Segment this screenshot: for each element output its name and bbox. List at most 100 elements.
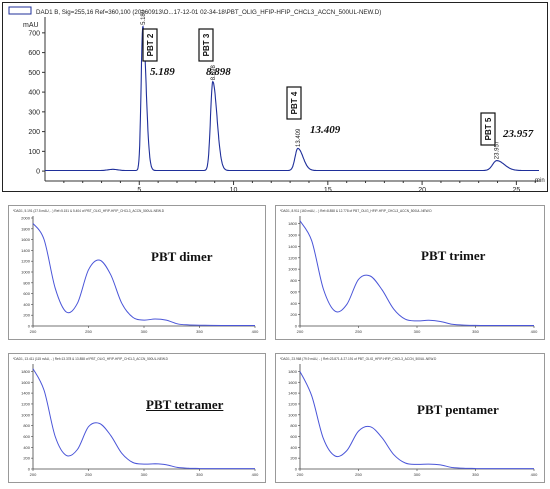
y-tick-label: 1200 (21, 401, 31, 406)
spectrum-panel-trimer: *DAD1, 8.911 (160 mAU, - ) Ref=8.858 & 1… (275, 205, 545, 340)
y-tick-label: 1400 (21, 248, 31, 253)
y-tick-label: 1800 (288, 369, 298, 374)
x-tick-label: 250 (355, 472, 362, 477)
y-tick-label: 1000 (288, 412, 298, 417)
x-tick-label: 400 (252, 329, 259, 334)
peak-apex-label: 13.409 (296, 128, 302, 147)
spectrum-title-dimer: PBT dimer (151, 249, 213, 264)
y-tick-label: 0 (36, 169, 40, 176)
y-tick-label: 1600 (21, 380, 31, 385)
x-tick-label: 250 (355, 329, 362, 334)
chromatogram-trace (45, 25, 539, 172)
x-tick-label: 300 (141, 329, 148, 334)
y-tick-label: 1200 (21, 259, 31, 264)
spectrum-header: *DAD1, 5.191 (27.5 mAU, - ) Ref=5.151 & … (13, 209, 165, 213)
y-tick-label: 200 (23, 456, 30, 461)
y-tick-label: 1200 (288, 255, 298, 260)
y-tick-label: 0 (28, 467, 31, 472)
y-tick-label: 800 (290, 423, 297, 428)
y-tick-label: 0 (28, 324, 31, 329)
y-tick-label: 600 (28, 50, 40, 57)
x-tick-label: 300 (414, 472, 421, 477)
y-tick-label: 2000 (21, 216, 31, 221)
chromatogram-plot: DAD1 B, Sig=255,16 Ref=360,100 (20160913… (8, 6, 545, 193)
y-tick-label: 1600 (288, 233, 298, 238)
y-tick-label: 1000 (21, 412, 31, 417)
x-tick-label: 20 (418, 187, 426, 193)
peak-label-box (480, 112, 496, 146)
spectrum-title-trimer: PBT trimer (421, 248, 486, 263)
x-tick-label: 15 (324, 187, 332, 193)
spectrum-curve (299, 220, 534, 327)
y-tick-label: 700 (28, 30, 40, 37)
spectrum-plot-dimer: *DAD1, 5.191 (27.5 mAU, - ) Ref=5.151 & … (13, 209, 259, 334)
spectrum-title-tetramer: PBT tetramer (146, 397, 224, 412)
y-tick-label: 1800 (288, 221, 298, 226)
y-tick-label: 1000 (21, 270, 31, 275)
spectrum-plot-pentamer: *DAD1, 23.968 (79.9 mAU, - ) Ref=23.871 … (280, 357, 538, 477)
peak-name-label: PBT 4 (290, 91, 299, 114)
legend-text: DAD1 B, Sig=255,16 Ref=360,100 (20160913… (36, 9, 381, 16)
y-tick-label: 200 (23, 313, 30, 318)
y-tick-label: 1000 (288, 267, 298, 272)
y-axis-label: mAU (23, 22, 39, 29)
x-tick-label: 400 (531, 329, 538, 334)
spectrum-plot-trimer: *DAD1, 8.911 (160 mAU, - ) Ref=8.858 & 1… (280, 209, 538, 334)
spectrum-panel-tetramer: *DAD1, 13.411 (115 mAU, - ) Ref=13.378 &… (8, 353, 266, 483)
spectrum-panel-dimer: *DAD1, 5.191 (27.5 mAU, - ) Ref=5.151 & … (8, 205, 266, 340)
peak-name-label: PBT 5 (484, 117, 493, 140)
y-tick-label: 800 (290, 278, 297, 283)
y-tick-label: 600 (23, 291, 30, 296)
y-tick-label: 800 (23, 423, 30, 428)
y-tick-label: 600 (23, 434, 30, 439)
y-tick-label: 400 (23, 302, 30, 307)
y-tick-label: 1400 (21, 391, 31, 396)
peak-label-box (286, 86, 302, 120)
spectrum-title-pentamer: PBT pentamer (417, 402, 499, 417)
x-tick-label: 200 (30, 472, 37, 477)
y-tick-label: 200 (290, 456, 297, 461)
spectrum-panel-pentamer: *DAD1, 23.968 (79.9 mAU, - ) Ref=23.871 … (275, 353, 545, 483)
y-tick-label: 1800 (21, 369, 31, 374)
x-tick-label: 350 (472, 472, 479, 477)
x-tick-label: 350 (472, 329, 479, 334)
y-tick-label: 0 (295, 467, 298, 472)
y-tick-label: 1600 (21, 237, 31, 242)
x-tick-label: 400 (252, 472, 259, 477)
peak-apex-label: 5.189 (141, 9, 147, 25)
y-tick-label: 300 (28, 109, 40, 116)
y-tick-label: 1200 (288, 401, 298, 406)
x-tick-label: 300 (141, 472, 148, 477)
y-tick-label: 200 (28, 129, 40, 136)
peak-name-label: PBT 2 (146, 33, 155, 56)
chromatogram-panel: DAD1 B, Sig=255,16 Ref=360,100 (20160913… (2, 2, 548, 193)
x-tick-label: 350 (196, 329, 203, 334)
x-tick-label: 10 (230, 187, 238, 193)
y-tick-label: 800 (23, 280, 30, 285)
x-axis-label: min (535, 178, 545, 184)
y-tick-label: 400 (290, 301, 297, 306)
peak-name-label: PBT 3 (202, 33, 211, 56)
x-tick-label: 250 (85, 472, 92, 477)
peak-label-box (198, 28, 214, 62)
spectrum-curve (299, 371, 534, 470)
y-tick-label: 400 (290, 445, 297, 450)
peak-label-box (142, 28, 158, 62)
x-tick-label: 250 (85, 329, 92, 334)
peak-retention-label: 8.898 (206, 66, 231, 78)
x-tick-label: 350 (196, 472, 203, 477)
y-tick-label: 400 (23, 445, 30, 450)
y-tick-label: 600 (290, 289, 297, 294)
y-tick-label: 100 (28, 149, 40, 156)
legend-swatch (8, 6, 32, 15)
spectrum-header: *DAD1, 8.911 (160 mAU, - ) Ref=8.858 & 1… (280, 209, 432, 213)
peak-apex-label: 23.957 (495, 140, 501, 159)
peak-retention-label: 13.409 (310, 124, 341, 136)
y-tick-label: 0 (295, 324, 298, 329)
x-tick-label: 200 (30, 329, 37, 334)
y-tick-label: 200 (290, 312, 297, 317)
x-tick-label: 300 (414, 329, 421, 334)
spectrum-curve (32, 368, 255, 470)
y-tick-label: 600 (290, 434, 297, 439)
peak-retention-label: 5.189 (150, 66, 175, 78)
